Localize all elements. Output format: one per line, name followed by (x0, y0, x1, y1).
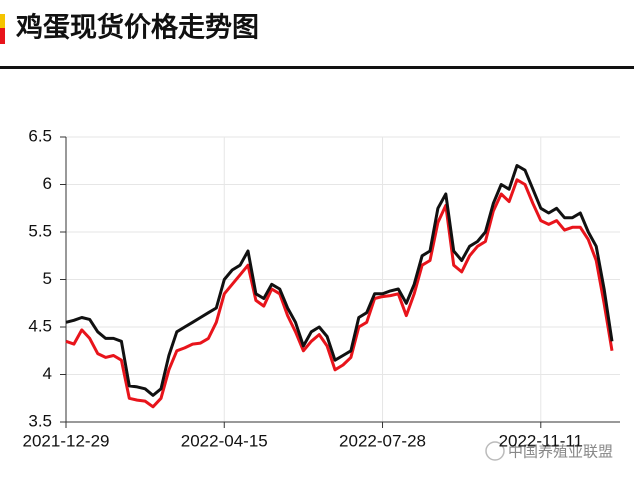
y-tick-label: 5 (43, 269, 52, 288)
chart-title: 鸡蛋现货价格走势图 (15, 12, 259, 44)
series-line (65, 164, 614, 397)
x-tick-label: 2022-07-28 (339, 431, 426, 450)
y-tick-label: 5.5 (28, 221, 52, 240)
y-tick-label: 3.5 (28, 411, 52, 430)
series-line (65, 178, 614, 409)
y-tick-label: 6.5 (28, 126, 52, 145)
title-rule (0, 66, 634, 69)
y-tick-label: 6 (43, 174, 52, 193)
x-tick-label: 2022-11-11 (499, 431, 583, 450)
y-tick-label: 4 (43, 364, 52, 383)
x-tick-label: 2022-04-15 (181, 431, 268, 450)
title-icon (0, 28, 5, 44)
x-tick-label: 2021-12-29 (23, 431, 110, 450)
watermark-icon (485, 441, 505, 461)
watermark: 中国养殖业联盟 (508, 443, 613, 461)
title-icon (0, 14, 5, 28)
y-tick-label: 4.5 (28, 316, 52, 335)
